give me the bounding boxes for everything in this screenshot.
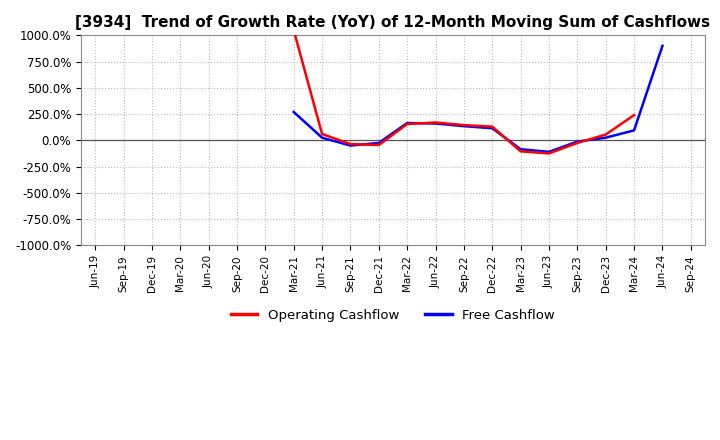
Title: [3934]  Trend of Growth Rate (YoY) of 12-Month Moving Sum of Cashflows: [3934] Trend of Growth Rate (YoY) of 12-… — [76, 15, 711, 30]
Legend: Operating Cashflow, Free Cashflow: Operating Cashflow, Free Cashflow — [225, 303, 560, 327]
